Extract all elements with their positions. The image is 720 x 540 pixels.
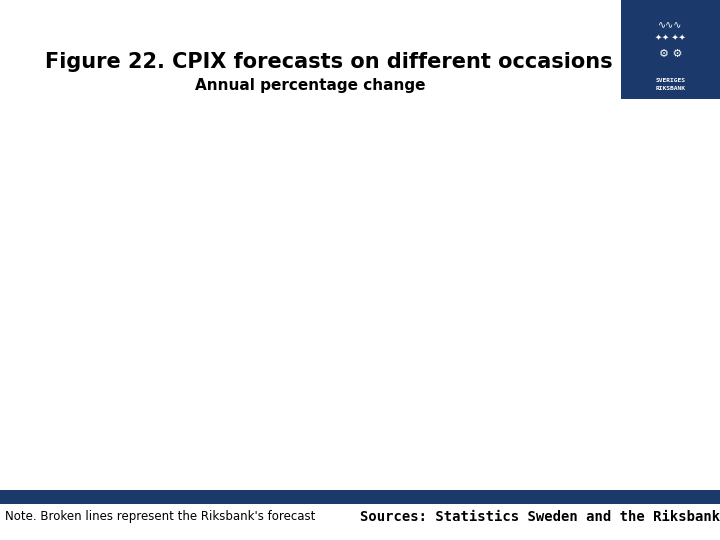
Text: Sources: Statistics Sweden and the Riksbank: Sources: Statistics Sweden and the Riksb… (360, 510, 720, 524)
Text: Note. Broken lines represent the Riksbank's forecast: Note. Broken lines represent the Riksban… (5, 510, 315, 523)
Text: SVERIGES: SVERIGES (655, 78, 685, 84)
Text: ∿∿∿: ∿∿∿ (658, 20, 683, 30)
Text: ⚙ ⚙: ⚙ ⚙ (659, 49, 683, 59)
Text: ✦✦ ✦✦: ✦✦ ✦✦ (655, 32, 686, 42)
Text: Figure 22. CPIX forecasts on different occasions: Figure 22. CPIX forecasts on different o… (45, 52, 613, 72)
Text: RIKSBANK: RIKSBANK (655, 86, 685, 91)
Text: Annual percentage change: Annual percentage change (194, 78, 426, 93)
Bar (621, 0, 720, 99)
Bar (0, 490, 720, 504)
